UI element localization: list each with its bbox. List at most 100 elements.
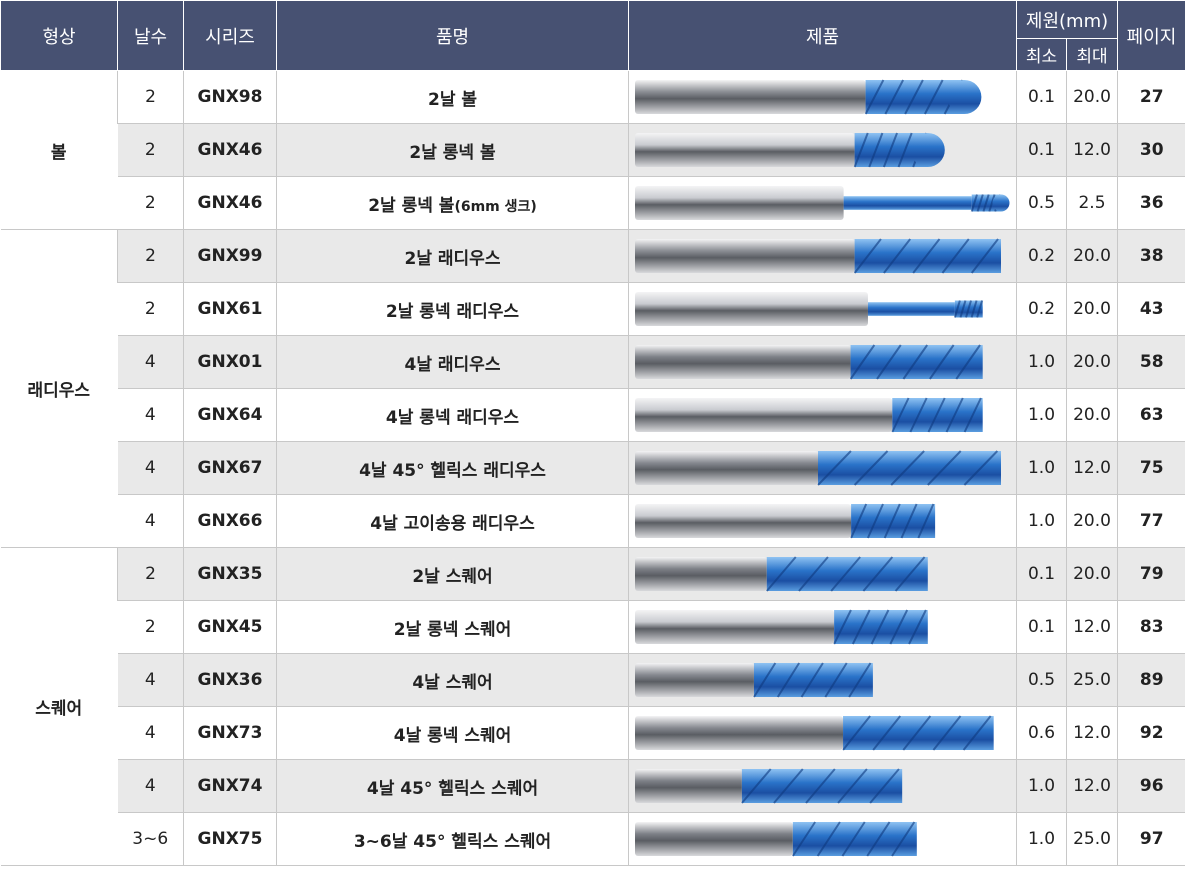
table-row: 래디우스 2 GNX99 2날 래디우스 0.2 20.0 38 (0, 229, 1185, 548)
product-name: 4날 롱넥 래디우스 (276, 388, 629, 442)
spec-max: 20.0 (1065, 335, 1118, 389)
page-number: 79 (1117, 547, 1185, 601)
table-row: 4 GNX64 4날 롱넥 래디우스 1.0 20.0 63 (1, 388, 1185, 442)
header-product: 제품 (628, 0, 1017, 71)
series-code: GNX75 (183, 812, 277, 866)
table-row: 4 GNX74 4날 45° 헬릭스 스퀘어 1.0 12.0 96 (1, 759, 1185, 813)
product-name-main: 4날 래디우스 (404, 354, 501, 375)
spec-min: 1.0 (1016, 388, 1067, 442)
end-mill-image (635, 186, 1010, 220)
spec-min: 0.1 (1016, 547, 1067, 601)
product-name-suffix: (6mm 생크) (454, 198, 537, 215)
flute-count: 4 (117, 653, 184, 707)
spec-min: 1.0 (1016, 441, 1067, 495)
product-image-cell (628, 441, 1017, 495)
page-number: 30 (1117, 123, 1185, 177)
product-name-main: 4날 롱넥 스퀘어 (393, 725, 512, 746)
table-body: 볼 2 GNX98 2날 볼 0.1 20.0 27 2 GNX46 2날 롱넥 볼 0.1 12.0… (0, 70, 1185, 866)
spec-min: 0.6 (1016, 706, 1067, 760)
product-name: 4날 스퀘어 (276, 653, 629, 707)
header-name: 품명 (276, 0, 629, 71)
spec-max: 20.0 (1065, 70, 1118, 124)
page-number: 63 (1117, 388, 1185, 442)
product-name-main: 4날 45° 헬릭스 래디우스 (359, 460, 546, 481)
spec-max: 20.0 (1065, 388, 1118, 442)
header-page: 페이지 (1117, 0, 1185, 71)
product-image-cell (628, 494, 1017, 548)
flute-count: 2 (117, 229, 184, 283)
end-mill-image (635, 292, 984, 326)
product-image-cell (628, 229, 1017, 283)
spec-max: 20.0 (1065, 547, 1118, 601)
table-row: 볼 2 GNX98 2날 볼 0.1 20.0 27 (0, 70, 1185, 230)
product-name: 2날 롱넥 볼 (276, 123, 629, 177)
series-code: GNX99 (183, 229, 277, 283)
page-number: 96 (1117, 759, 1185, 813)
end-mill-image (635, 768, 903, 804)
spec-max: 20.0 (1065, 229, 1118, 283)
table-row: 4 GNX01 4날 래디우스 1.0 20.0 58 (1, 335, 1185, 389)
product-name: 4날 45° 헬릭스 래디우스 (276, 441, 629, 495)
header-shape: 형상 (0, 0, 118, 71)
spec-min: 0.2 (1016, 282, 1067, 336)
page-number: 75 (1117, 441, 1185, 495)
spec-min: 0.1 (1016, 70, 1067, 124)
product-image-cell (628, 335, 1017, 389)
product-name-main: 2날 롱넥 래디우스 (385, 301, 520, 322)
series-code: GNX45 (183, 600, 277, 654)
product-name: 4날 고이송용 래디우스 (276, 494, 629, 548)
product-name-main: 2날 볼 (427, 89, 478, 110)
product-image-cell (628, 176, 1017, 230)
product-name-main: 4날 45° 헬릭스 스퀘어 (366, 778, 539, 799)
series-code: GNX64 (183, 388, 277, 442)
spec-max: 12.0 (1065, 706, 1118, 760)
end-mill-image (635, 556, 928, 592)
series-code: GNX46 (183, 176, 277, 230)
product-name-main: 4날 스퀘어 (412, 672, 493, 693)
product-image-cell (628, 706, 1017, 760)
series-code: GNX67 (183, 441, 277, 495)
spec-min: 1.0 (1016, 335, 1067, 389)
product-image-cell (628, 388, 1017, 442)
product-name: 2날 스퀘어 (276, 547, 629, 601)
page-number: 83 (1117, 600, 1185, 654)
page-number: 92 (1117, 706, 1185, 760)
product-name-main: 3~6날 45° 헬릭스 스퀘어 (353, 831, 552, 852)
product-name: 4날 롱넥 스퀘어 (276, 706, 629, 760)
series-code: GNX98 (183, 70, 277, 124)
table-row: 2 GNX45 2날 롱넥 스퀘어 0.1 12.0 83 (1, 600, 1185, 654)
page-number: 89 (1117, 653, 1185, 707)
spec-max: 2.5 (1065, 176, 1118, 230)
flute-count: 2 (117, 176, 184, 230)
product-image-cell (628, 547, 1017, 601)
product-name-main: 2날 래디우스 (404, 248, 501, 269)
header-min: 최소 (1016, 38, 1067, 71)
spec-max: 25.0 (1065, 812, 1118, 866)
table-row: 4 GNX73 4날 롱넥 스퀘어 0.6 12.0 92 (1, 706, 1185, 760)
end-mill-image (635, 79, 982, 115)
flute-count: 2 (117, 600, 184, 654)
product-image-cell (628, 70, 1017, 124)
product-name: 2날 롱넥 볼(6mm 생크) (276, 176, 629, 230)
spec-max: 20.0 (1065, 494, 1118, 548)
header-spec: 제원(mm) (1015, 0, 1119, 39)
table-row: 4 GNX66 4날 고이송용 래디우스 1.0 20.0 77 (1, 494, 1185, 548)
product-name: 2날 롱넥 래디우스 (276, 282, 629, 336)
spec-min: 1.0 (1016, 812, 1067, 866)
product-image-cell (628, 812, 1017, 866)
spec-min: 0.1 (1016, 600, 1067, 654)
series-code: GNX35 (183, 547, 277, 601)
spec-max: 20.0 (1065, 282, 1118, 336)
page-number: 38 (1117, 229, 1185, 283)
product-image-cell (628, 653, 1017, 707)
product-name: 2날 롱넥 스퀘어 (276, 600, 629, 654)
table-row: 3~6 GNX75 3~6날 45° 헬릭스 스퀘어 1.0 25.0 97 (1, 812, 1185, 866)
product-image-cell (628, 282, 1017, 336)
product-name-main: 4날 롱넥 래디우스 (385, 407, 520, 428)
page-number: 97 (1117, 812, 1185, 866)
flute-count: 3~6 (117, 812, 184, 866)
header-series: 시리즈 (183, 0, 277, 71)
spec-max: 12.0 (1065, 123, 1118, 177)
product-name: 3~6날 45° 헬릭스 스퀘어 (276, 812, 629, 866)
table-row: 2 GNX46 2날 롱넥 볼 0.1 12.0 30 (1, 123, 1185, 177)
